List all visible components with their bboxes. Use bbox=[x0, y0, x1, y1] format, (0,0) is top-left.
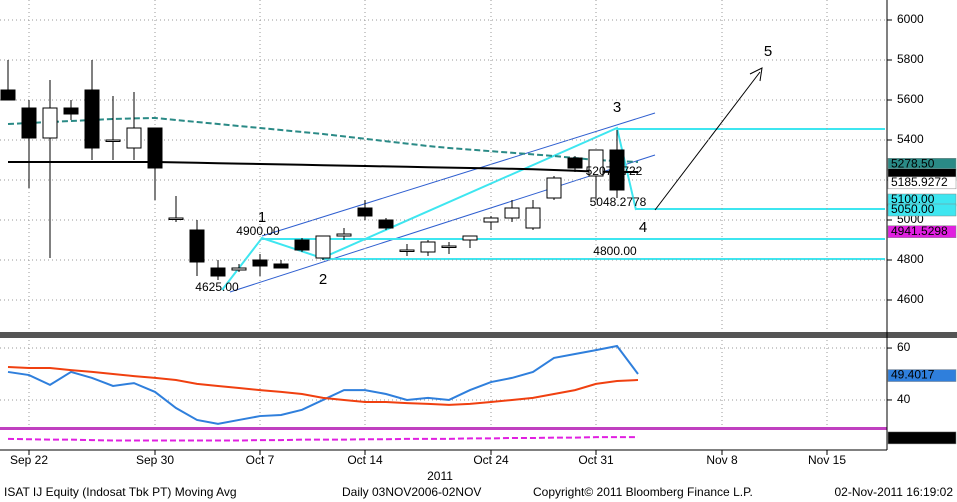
y-tick-label: 4800 bbox=[897, 252, 924, 266]
candle-body bbox=[336, 233, 352, 237]
candle-body bbox=[378, 219, 394, 229]
y-tick-label: 4600 bbox=[897, 292, 924, 306]
candle-body bbox=[441, 245, 457, 248]
candle-body bbox=[147, 127, 163, 169]
annotation: 2 bbox=[319, 271, 327, 288]
y-tick-label: 5800 bbox=[897, 52, 924, 66]
indicator-line bbox=[7, 436, 638, 442]
y-tick-label: 5600 bbox=[897, 92, 924, 106]
footer-copyright: Copyright© 2011 Bloomberg Finance L.P. bbox=[533, 485, 753, 499]
x-tick-label: Nov 15 bbox=[808, 453, 846, 467]
price-tag bbox=[887, 369, 957, 382]
candle-body bbox=[546, 177, 562, 199]
candle-body bbox=[609, 149, 625, 191]
x-tick-label: Oct 24 bbox=[473, 453, 509, 467]
annotation: 4800.00 bbox=[593, 244, 637, 258]
candle-body bbox=[525, 207, 541, 229]
annotation: 5048.2778 bbox=[590, 195, 647, 209]
annotation: 5207.0722 bbox=[586, 164, 643, 178]
candle-body bbox=[84, 89, 100, 149]
footer-timestamp: 02-Nov-2011 16:19:02 bbox=[834, 485, 953, 499]
panel-separator bbox=[0, 332, 957, 338]
candle-body bbox=[63, 107, 79, 115]
candle-body bbox=[588, 149, 604, 177]
candle-body bbox=[231, 267, 247, 271]
price-tag-label: 5050.00 bbox=[891, 202, 935, 216]
candle-body bbox=[0, 89, 16, 101]
annotation: 4 bbox=[639, 219, 647, 236]
price-tag-label: 5185.9272 bbox=[891, 175, 948, 189]
candle-body bbox=[567, 157, 583, 169]
annotation: 5 bbox=[764, 43, 772, 60]
x-tick-label: Nov 8 bbox=[706, 453, 738, 467]
channel-line bbox=[229, 154, 656, 293]
x-tick-label: Sep 22 bbox=[10, 453, 48, 467]
y-tick-label: 6000 bbox=[897, 12, 924, 26]
price-tag-label: 4941.5298 bbox=[891, 224, 948, 238]
candle-body bbox=[420, 241, 436, 253]
price-tag bbox=[887, 203, 957, 217]
annotation: 4625.00 bbox=[195, 280, 239, 294]
candle-body bbox=[462, 235, 478, 241]
candle-body bbox=[105, 139, 121, 142]
moving-average bbox=[7, 116, 639, 163]
candle-body bbox=[294, 239, 310, 251]
y-tick-label: 40 bbox=[897, 392, 911, 406]
candle-body bbox=[315, 235, 331, 259]
annotation: 4900.00 bbox=[236, 224, 280, 238]
annotation: 1 bbox=[258, 209, 266, 226]
price-tag-label: 5100.00 bbox=[891, 192, 935, 206]
panel-separator bbox=[0, 427, 887, 430]
footer-range: Daily 03NOV2006-02NOV bbox=[342, 485, 481, 499]
price-tag bbox=[887, 225, 957, 238]
candle-body bbox=[399, 249, 415, 252]
footer-security: ISAT IJ Equity (Indosat Tbk PT) Moving A… bbox=[4, 485, 237, 499]
candle-body bbox=[126, 127, 142, 149]
candle-body bbox=[42, 107, 58, 139]
arrow-line bbox=[654, 71, 761, 211]
candle-body bbox=[189, 229, 205, 263]
y-tick-label: 60 bbox=[897, 340, 911, 354]
x-tick-label: Oct 7 bbox=[246, 453, 275, 467]
candle-body bbox=[504, 207, 520, 219]
y-tick-label: 5400 bbox=[897, 132, 924, 146]
channel-line bbox=[261, 112, 656, 237]
moving-average bbox=[8, 161, 638, 173]
candle-body bbox=[210, 267, 226, 277]
candle-body bbox=[357, 207, 373, 217]
x-axis-year: 2011 bbox=[427, 469, 453, 483]
candle-body bbox=[252, 259, 268, 267]
candle-body bbox=[273, 263, 289, 269]
arrow-head bbox=[749, 67, 763, 82]
candle-body bbox=[483, 217, 499, 223]
annotation: 3 bbox=[613, 99, 621, 116]
price-tag bbox=[887, 176, 957, 190]
x-tick-label: Oct 31 bbox=[578, 453, 614, 467]
price-tag-label: 49.4017 bbox=[891, 368, 935, 382]
candle-body bbox=[168, 217, 184, 220]
x-tick-label: Oct 14 bbox=[347, 453, 383, 467]
indicator-line bbox=[7, 365, 639, 406]
price-tag-label: 5278.50 bbox=[891, 156, 935, 170]
indicator-line bbox=[7, 344, 639, 425]
price-tag bbox=[887, 431, 957, 445]
x-tick-label: Sep 30 bbox=[136, 453, 174, 467]
candle-body bbox=[21, 107, 37, 139]
price-tag-label: -9.879 bbox=[891, 430, 925, 444]
